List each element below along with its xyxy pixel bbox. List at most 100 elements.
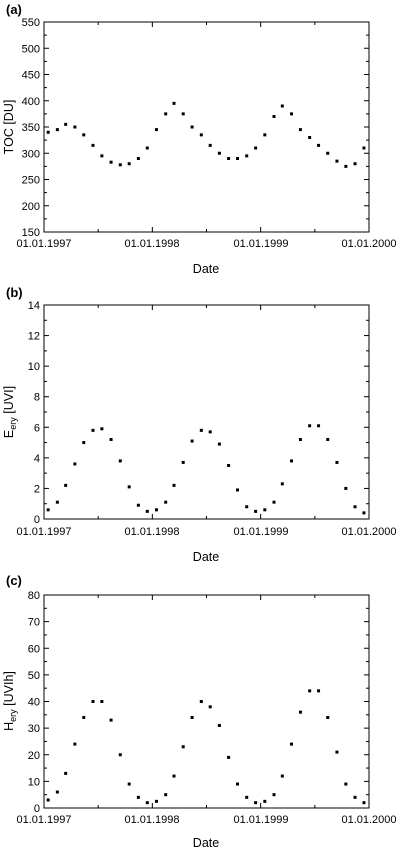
panel-a-y-tick-label: 550	[22, 17, 40, 29]
panel-b-data-point	[217, 442, 221, 446]
panel-a-data-point	[118, 163, 122, 167]
panel-a-data-point	[46, 130, 50, 134]
panel-b-data-point	[64, 483, 68, 487]
panel-b-data-point	[290, 459, 294, 463]
panel-a-y-tick-label: 300	[22, 148, 40, 160]
panel-a-data-point	[55, 128, 59, 132]
panel-c-y-axis-title: Hery [UVIh]	[2, 671, 18, 731]
panel-a-data-point	[245, 154, 249, 158]
panel-a-data-point	[136, 157, 140, 160]
panel-c-data-point	[290, 742, 294, 746]
panel-b-y-tick-label: 10	[28, 361, 40, 373]
panel-a-y-tick-label: 150	[22, 227, 40, 239]
panel-c-y-tick-label: 0	[34, 803, 40, 815]
panel-a-x-tick-label: 01.01.2000	[341, 238, 396, 250]
panel-a-data-point	[164, 112, 168, 116]
panel-b-points	[46, 424, 366, 515]
panel-c-y-tick-label: 30	[28, 723, 40, 735]
panel-b-data-point	[245, 505, 249, 509]
panel-b-data-point	[172, 483, 176, 487]
panel-b-data-point	[236, 488, 240, 492]
panel-c-y-tick-label: 40	[28, 697, 40, 709]
panel-c-data-point	[109, 718, 113, 722]
panel-b-data-point	[190, 439, 194, 443]
panel-b-y-tick-label: 4	[34, 453, 40, 465]
panel-a-data-point	[127, 162, 131, 166]
panel-c-data-point	[118, 753, 122, 757]
panel-a-data-point	[326, 151, 330, 155]
panel-b-data-point	[335, 460, 339, 464]
panel-a-y-tick-label: 200	[22, 201, 40, 213]
panel-a-data-point	[280, 104, 284, 108]
panel-c-data-point	[227, 755, 231, 759]
panel-a-data-point	[91, 143, 95, 147]
panel-b-data-point	[109, 438, 113, 442]
panel-b-data-point	[317, 424, 321, 428]
panel-b-data-point	[308, 424, 312, 428]
panel-c-data-point	[64, 771, 68, 775]
panel-label-c: (c)	[6, 573, 22, 588]
panel-a-data-point	[308, 136, 312, 139]
panel-c-y-axis-symbol: H	[2, 722, 16, 731]
panel-b-y-axis-unit: [UVI]	[2, 386, 16, 417]
panel-c-data-point	[272, 793, 276, 797]
panel-b-erythemal-irradiance: (b) 0 2 4 6 8 10 12 14 01.01.1997 01.01.1998 01…	[2, 285, 397, 564]
panel-a-y-tick-label: 250	[22, 175, 40, 187]
panel-b-x-tick-label: 01.01.2000	[341, 526, 396, 538]
panel-a-data-point	[298, 128, 302, 132]
panel-a-data-point	[181, 112, 185, 116]
panel-b-y-tick-label: 2	[34, 483, 40, 495]
panel-a-y-tick-label: 450	[22, 70, 40, 82]
panel-c-erythemal-dose: (c) 0 10 20 30 40 50 60 70 80 01.01.1997 01.01.1…	[2, 573, 397, 850]
panel-c-data-point	[280, 774, 284, 778]
panel-b-data-point	[127, 485, 131, 489]
panel-c-data-point	[46, 798, 50, 802]
panel-a-data-point	[199, 133, 203, 137]
panel-b-data-point	[272, 500, 276, 504]
panel-a-y-tick-label: 350	[22, 122, 40, 134]
panel-a-x-axis-title: Date	[193, 262, 219, 276]
panel-a-data-point	[217, 151, 221, 155]
panel-b-data-point	[73, 462, 77, 466]
panel-c-data-point	[136, 795, 140, 799]
panel-b-data-point	[344, 486, 348, 490]
panel-c-data-point	[91, 700, 95, 703]
panel-a-data-point	[290, 112, 294, 116]
panel-c-data-point	[164, 793, 168, 797]
panel-a-y-tick-label: 400	[22, 96, 40, 108]
panel-c-y-tick-label: 20	[28, 750, 40, 762]
panel-c-data-point	[82, 715, 86, 719]
panel-c-x-tick-label: 01.01.2000	[341, 814, 396, 826]
panel-b-x-tick-label: 01.01.1997	[16, 526, 71, 538]
panel-a-data-point	[362, 146, 366, 150]
panel-a-x-ticks	[43, 22, 370, 232]
panel-c-data-point	[199, 700, 203, 703]
panel-b-y-tick-label: 6	[34, 422, 40, 434]
panel-b-data-point	[145, 509, 149, 513]
panel-c-y-ticks: 0 10 20 30 40 50 60 70 80	[28, 590, 369, 815]
panel-c-y-axis-unit: [UVIh]	[2, 671, 16, 709]
panel-c-data-point	[100, 700, 104, 703]
panel-a-y-tick-label: 500	[22, 43, 40, 55]
panel-label-b: (b)	[6, 285, 23, 300]
panel-b-data-point	[199, 428, 203, 432]
panel-a-data-point	[236, 157, 240, 160]
panel-c-y-tick-label: 50	[28, 670, 40, 682]
panel-b-y-axis-symbol: E	[2, 430, 16, 438]
panel-a-x-tick-label: 01.01.1997	[16, 238, 71, 250]
panel-a-data-point	[335, 159, 339, 163]
panel-label-a: (a)	[6, 2, 22, 17]
panel-a-data-point	[82, 133, 86, 137]
panel-c-data-point	[145, 801, 149, 805]
panel-b-data-point	[136, 503, 140, 507]
panel-a-data-point	[353, 162, 357, 166]
panel-a-plot-frame	[43, 21, 370, 233]
panel-b-data-point	[353, 505, 357, 509]
panel-c-y-tick-label: 60	[28, 643, 40, 655]
panel-c-data-point	[73, 742, 77, 746]
panel-a-data-point	[344, 164, 348, 168]
panel-c-points	[46, 689, 366, 805]
panel-b-data-point	[208, 430, 212, 434]
panel-b-data-point	[181, 460, 185, 464]
